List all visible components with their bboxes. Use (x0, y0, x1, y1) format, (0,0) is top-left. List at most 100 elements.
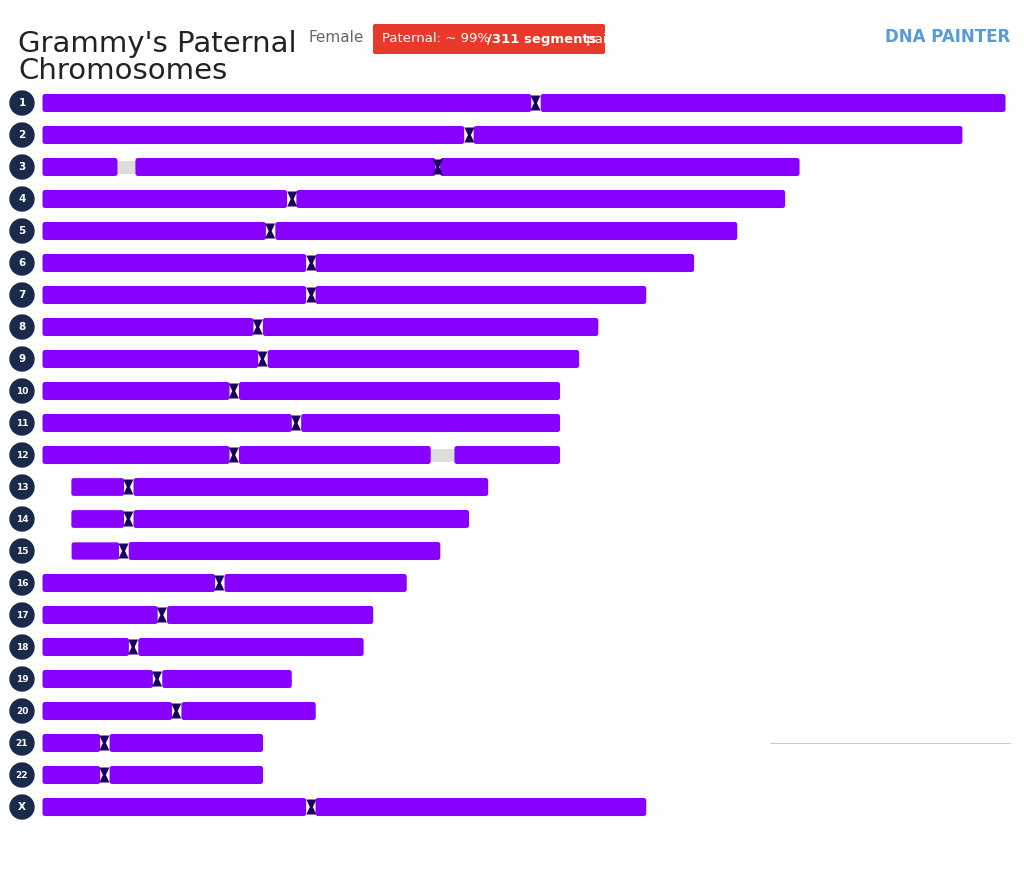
FancyBboxPatch shape (43, 638, 129, 656)
FancyBboxPatch shape (43, 446, 229, 464)
Circle shape (10, 475, 34, 499)
Circle shape (10, 699, 34, 723)
Circle shape (10, 315, 34, 339)
FancyBboxPatch shape (43, 734, 100, 752)
FancyBboxPatch shape (72, 478, 124, 496)
FancyBboxPatch shape (373, 24, 605, 54)
FancyBboxPatch shape (296, 190, 785, 208)
Text: 21: 21 (15, 738, 29, 748)
Polygon shape (119, 543, 129, 558)
Bar (428, 449, 457, 461)
Text: 7: 7 (18, 290, 26, 300)
FancyBboxPatch shape (239, 446, 431, 464)
FancyBboxPatch shape (43, 126, 464, 144)
FancyBboxPatch shape (43, 670, 153, 688)
Polygon shape (123, 512, 133, 527)
Circle shape (10, 379, 34, 403)
Polygon shape (123, 480, 133, 495)
Circle shape (10, 635, 34, 659)
FancyBboxPatch shape (43, 94, 531, 112)
Text: 16: 16 (15, 579, 29, 588)
Polygon shape (465, 127, 474, 142)
Text: 19: 19 (15, 674, 29, 683)
Text: 18: 18 (15, 643, 29, 651)
FancyBboxPatch shape (239, 382, 560, 400)
FancyBboxPatch shape (72, 543, 119, 559)
FancyBboxPatch shape (138, 638, 364, 656)
Text: 22: 22 (15, 771, 29, 780)
Text: 20: 20 (15, 706, 29, 715)
Text: /311 segments: /311 segments (487, 33, 597, 45)
FancyBboxPatch shape (43, 286, 306, 304)
FancyBboxPatch shape (43, 606, 158, 624)
FancyBboxPatch shape (43, 158, 118, 176)
Circle shape (10, 155, 34, 179)
FancyBboxPatch shape (301, 414, 560, 432)
Circle shape (10, 283, 34, 307)
FancyBboxPatch shape (43, 798, 306, 816)
Polygon shape (214, 575, 224, 590)
Circle shape (10, 763, 34, 787)
Text: 6: 6 (18, 258, 26, 268)
Circle shape (10, 603, 34, 627)
Circle shape (10, 507, 34, 531)
Circle shape (10, 123, 34, 147)
FancyBboxPatch shape (110, 734, 263, 752)
FancyBboxPatch shape (43, 382, 229, 400)
Polygon shape (287, 191, 297, 206)
Circle shape (10, 347, 34, 371)
FancyBboxPatch shape (43, 190, 287, 208)
FancyBboxPatch shape (224, 574, 407, 592)
Circle shape (10, 571, 34, 595)
Polygon shape (228, 448, 239, 463)
Text: 1: 1 (18, 98, 26, 108)
Circle shape (10, 91, 34, 115)
Text: Female: Female (308, 29, 364, 44)
Text: DNA PAINTER: DNA PAINTER (885, 28, 1010, 46)
Text: 14: 14 (15, 514, 29, 524)
FancyBboxPatch shape (129, 542, 440, 560)
Polygon shape (99, 735, 110, 750)
Text: 11: 11 (15, 419, 29, 427)
Text: 13: 13 (15, 482, 29, 491)
FancyBboxPatch shape (181, 702, 315, 720)
Circle shape (10, 795, 34, 819)
FancyBboxPatch shape (167, 606, 373, 624)
Polygon shape (530, 96, 541, 111)
Polygon shape (306, 288, 316, 303)
FancyBboxPatch shape (43, 350, 258, 368)
FancyBboxPatch shape (267, 350, 580, 368)
Circle shape (10, 187, 34, 211)
Text: 10: 10 (15, 387, 29, 396)
Text: 17: 17 (15, 611, 29, 620)
Polygon shape (153, 672, 162, 687)
Text: 12: 12 (15, 450, 29, 459)
Polygon shape (128, 640, 138, 655)
Circle shape (10, 667, 34, 691)
FancyBboxPatch shape (133, 478, 488, 496)
Polygon shape (99, 767, 110, 782)
Text: Grammy's Paternal: Grammy's Paternal (18, 30, 297, 58)
FancyBboxPatch shape (315, 254, 694, 272)
FancyBboxPatch shape (315, 286, 646, 304)
Text: 8: 8 (18, 322, 26, 332)
FancyBboxPatch shape (43, 766, 100, 784)
Polygon shape (265, 224, 275, 238)
FancyBboxPatch shape (43, 414, 292, 432)
Circle shape (10, 219, 34, 243)
Circle shape (10, 443, 34, 467)
Text: 5: 5 (18, 226, 26, 236)
Polygon shape (253, 319, 263, 335)
FancyBboxPatch shape (473, 126, 963, 144)
FancyBboxPatch shape (43, 574, 215, 592)
Text: painted ↺: painted ↺ (582, 33, 652, 45)
Text: 4: 4 (18, 194, 26, 204)
FancyBboxPatch shape (43, 318, 254, 336)
FancyBboxPatch shape (440, 158, 800, 176)
Text: Chromosomes: Chromosomes (18, 57, 227, 85)
Polygon shape (306, 799, 316, 814)
Polygon shape (433, 159, 442, 174)
Polygon shape (228, 383, 239, 398)
FancyBboxPatch shape (72, 510, 124, 527)
Circle shape (10, 539, 34, 563)
